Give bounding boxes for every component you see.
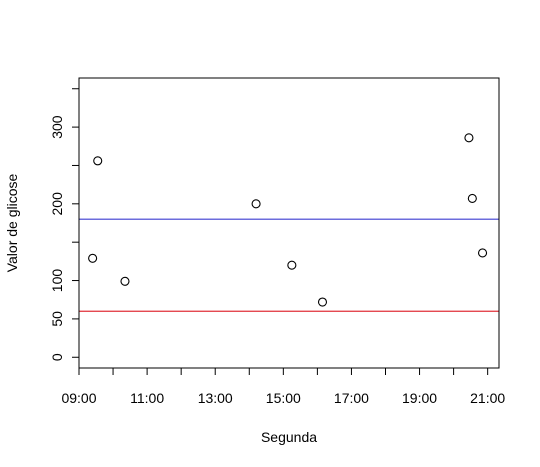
data-point-1: [93, 156, 103, 166]
x-tick-label-0: 09:00: [61, 390, 96, 406]
data-points: [88, 133, 488, 307]
threshold-lines: [79, 218, 499, 312]
x-tick-label-8: 17:00: [334, 390, 369, 406]
x-tick-label-6: 15:00: [266, 390, 301, 406]
y-tick-label-4: 200: [49, 192, 65, 216]
y-tick-label-0: 0: [49, 353, 65, 361]
x-axis-title: Segunda: [261, 429, 317, 445]
data-point-7: [467, 193, 477, 203]
x-tick-label-12: 21:00: [470, 390, 505, 406]
data-point-0: [88, 253, 98, 263]
data-point-4: [287, 260, 297, 270]
x-tick-label-10: 19:00: [402, 390, 437, 406]
plot-frame: [78, 77, 500, 369]
data-point-2: [120, 276, 130, 286]
y-tick-label-1: 50: [49, 311, 65, 327]
data-point-6: [464, 133, 474, 143]
x-tick-label-2: 11:00: [130, 390, 164, 406]
data-point-8: [478, 248, 488, 258]
y-axis-title: Valor de glicose: [4, 174, 20, 273]
y-tick-label-2: 100: [49, 269, 65, 293]
data-point-5: [317, 297, 328, 307]
y-tick-label-6: 300: [49, 115, 65, 139]
y-axis: 0 50 100 200 300: [49, 88, 80, 361]
data-point-3: [251, 199, 261, 209]
x-tick-label-4: 13:00: [198, 390, 233, 406]
x-axis: 09:00 11:00 13:00 15:00 17:00 19:00 21:00: [61, 367, 505, 406]
